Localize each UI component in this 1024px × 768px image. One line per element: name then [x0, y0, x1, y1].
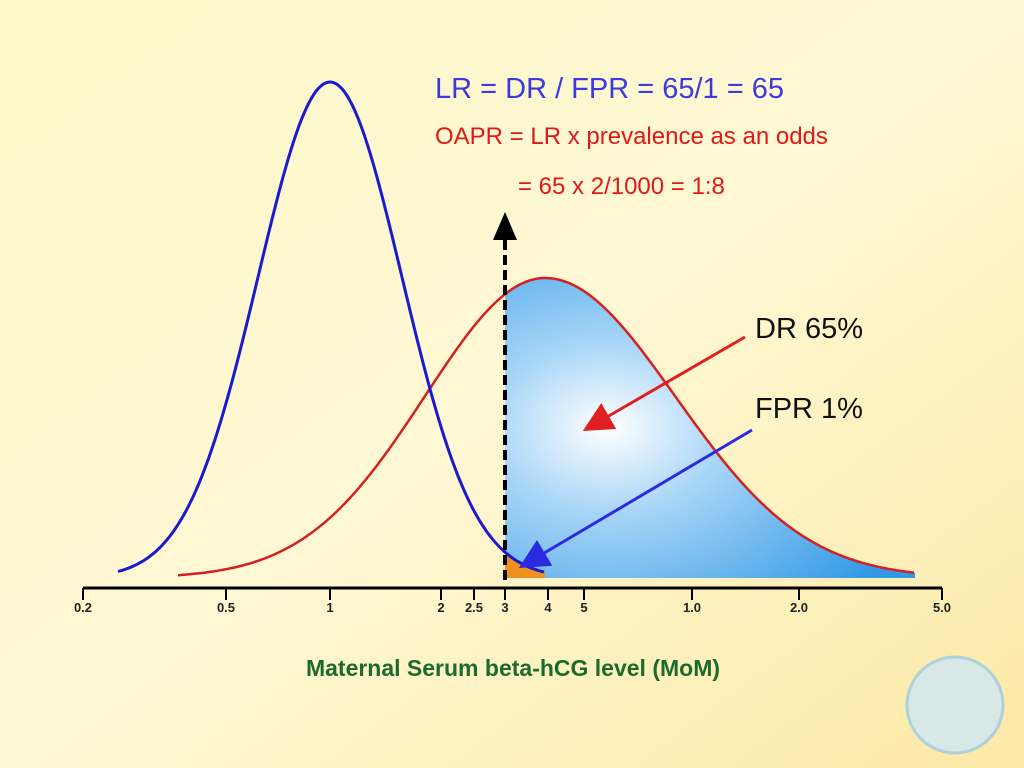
- dr-label: DR 65%: [755, 313, 863, 345]
- affected-curve: [177, 276, 915, 577]
- fpr-area: [505, 552, 545, 578]
- curves: [117, 80, 915, 578]
- tick-label: 2: [437, 600, 444, 615]
- cutoff-arrowhead: [493, 212, 517, 240]
- tick-label: 1: [326, 600, 333, 615]
- axis-ticks: 0.2 0.5 1 2 2.5 3 4 5 1.0 2.0 5.0: [74, 588, 951, 615]
- dr-arrow: [582, 335, 746, 432]
- oapr-result: = 65 x 2/1000 = 1:8: [518, 173, 725, 200]
- tick-label: 2.0: [790, 600, 808, 615]
- axis-title: Maternal Serum beta-hCG level (MoM): [306, 655, 720, 681]
- tick-label: 1.0: [683, 600, 701, 615]
- oapr-formula: OAPR = LR x prevalence as an odds: [435, 123, 828, 150]
- tick-label: 0.2: [74, 600, 92, 615]
- fpr-label: FPR 1%: [755, 393, 863, 425]
- tick-label: 0.5: [217, 600, 235, 615]
- tick-label: 2.5: [465, 600, 483, 615]
- tick-label: 5: [580, 600, 587, 615]
- tick-label: 5.0: [933, 600, 951, 615]
- unaffected-curve: [117, 80, 545, 574]
- fpr-arrow: [518, 428, 753, 569]
- tick-label: 4: [544, 600, 552, 615]
- lr-formula: LR = DR / FPR = 65/1 = 65: [435, 73, 784, 105]
- tick-label: 3: [501, 600, 508, 615]
- dr-area: [505, 278, 915, 578]
- decor-bubble: [905, 655, 1005, 755]
